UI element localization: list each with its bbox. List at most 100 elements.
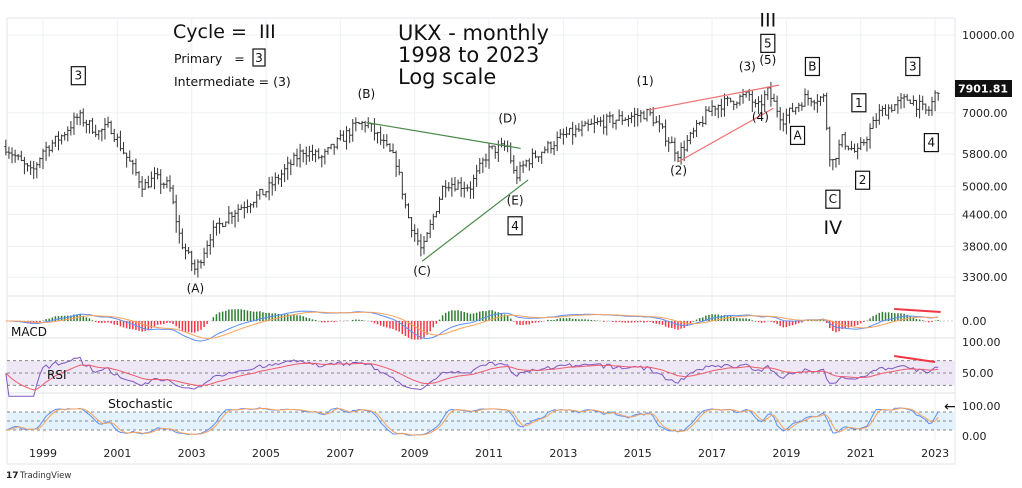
ohlc-bar xyxy=(338,129,342,141)
ohlc-bar xyxy=(441,185,445,200)
ohlc-bar xyxy=(862,139,866,146)
ohlc-bar xyxy=(735,101,739,109)
ohlc-bar xyxy=(890,104,894,113)
stochastic-d-line xyxy=(5,407,939,436)
ohlc-bar xyxy=(348,128,352,144)
ohlc-bar xyxy=(149,171,153,188)
time-axis: 1999 2001 2003 2005 2007 2009 2011 2013 2015 2017… xyxy=(29,447,949,460)
wave-label-box xyxy=(923,132,939,153)
chart-title: UKX - monthly xyxy=(398,21,549,45)
ohlc-bar xyxy=(156,167,160,180)
ohlc-bar xyxy=(921,95,925,111)
wave-label-box xyxy=(507,216,523,236)
ohlc-bar xyxy=(791,102,795,113)
ohlc-bar xyxy=(168,175,172,192)
ohlc-bar xyxy=(242,201,246,219)
wave-label-box xyxy=(789,125,806,146)
primary-box-value: 3 xyxy=(255,51,263,65)
ohlc-bar xyxy=(63,131,67,141)
ohlc-bar xyxy=(252,201,256,208)
ohlc-bar xyxy=(478,158,482,175)
ohlc-bar xyxy=(394,150,398,177)
primary-box xyxy=(252,48,266,67)
ohlc-bar xyxy=(153,167,157,190)
ohlc-bar xyxy=(936,92,940,101)
ohlc-bar xyxy=(534,150,538,159)
last-price-value: 7901.81 xyxy=(958,83,1008,96)
ohlc-bar xyxy=(230,211,234,224)
wave-label: 4 xyxy=(511,219,519,233)
ohlc-bar xyxy=(490,145,494,150)
ohlc-bar xyxy=(115,133,119,148)
ohlc-bar xyxy=(914,100,918,118)
wave-label: C xyxy=(829,192,837,206)
time-tick-label: 2017 xyxy=(698,447,726,460)
ohlc-bar xyxy=(874,113,878,128)
ohlc-bar xyxy=(657,114,661,133)
ohlc-bar xyxy=(738,94,742,106)
ohlc-bar xyxy=(661,123,664,129)
ohlc-bar xyxy=(413,224,417,242)
ohlc-bar xyxy=(162,182,166,189)
chart-subtitle-1: 1998 to 2023 xyxy=(398,43,539,67)
ohlc-bar xyxy=(512,155,516,174)
ohlc-bar xyxy=(475,164,479,187)
ohlc-bar xyxy=(221,222,225,228)
time-tick-label: 2009 xyxy=(401,447,429,460)
ohlc-bar xyxy=(143,178,147,190)
ohlc-bar xyxy=(44,141,48,161)
ohlc-bar xyxy=(636,108,640,127)
ohlc-bar xyxy=(351,119,355,142)
ohlc-bar xyxy=(26,163,30,172)
ohlc-bar xyxy=(468,181,472,199)
ohlc-bar xyxy=(605,113,609,136)
ohlc-bar xyxy=(431,213,435,230)
ohlc-bar xyxy=(670,136,674,144)
ohlc-bar xyxy=(258,188,262,200)
ohlc-bar xyxy=(540,151,544,164)
ohlc-bar xyxy=(345,126,349,150)
rsi-tick-label: 100.00 xyxy=(962,336,1001,349)
price-tick-label: 3300.00 xyxy=(962,271,1008,284)
ohlc-bar xyxy=(292,152,296,166)
ohlc-bar xyxy=(726,96,730,107)
ohlc-bar xyxy=(840,134,844,148)
ohlc-bar xyxy=(537,156,541,163)
ohlc-bar xyxy=(589,118,593,125)
ohlc-bar xyxy=(199,259,203,269)
ohlc-bar xyxy=(376,131,380,144)
ohlc-bar xyxy=(558,128,562,139)
wave-labels: 3 (A) (B) (C) (D) (E) 4 (1) (2) (3) (5) (4) 5 III A B 1 2… xyxy=(70,9,939,295)
ohlc-bar xyxy=(887,104,891,120)
ohlc-bar xyxy=(676,150,680,163)
trendline xyxy=(366,121,521,150)
ohlc-bar xyxy=(379,126,383,145)
time-tick-label: 1999 xyxy=(29,447,57,460)
ohlc-bar xyxy=(713,105,717,117)
cycle-label: Cycle = III xyxy=(173,21,276,43)
ohlc-bar xyxy=(803,88,807,107)
macd-tick-label: 0.00 xyxy=(962,315,987,328)
ohlc-bar xyxy=(304,146,308,165)
ohlc-bar xyxy=(84,119,88,134)
ohlc-bar xyxy=(763,90,767,113)
macd-signal-line xyxy=(5,311,939,339)
ohlc-bar xyxy=(202,247,206,266)
ohlc-bar xyxy=(645,108,649,122)
ohlc-bar xyxy=(772,93,776,102)
time-tick-label: 2021 xyxy=(847,447,875,460)
ohlc-bar xyxy=(859,137,863,150)
ohlc-bar xyxy=(905,93,909,101)
ohlc-bar xyxy=(81,108,85,127)
ohlc-bar xyxy=(171,184,175,205)
wave-label: 5 xyxy=(764,36,772,50)
ohlc-bar xyxy=(530,148,534,169)
ohlc-bar xyxy=(416,228,420,246)
ohlc-bar xyxy=(137,171,141,189)
ohlc-bar xyxy=(800,102,804,111)
ohlc-bar xyxy=(825,92,829,131)
rsi-tick-label: 50.00 xyxy=(962,367,994,380)
macd-divergence-line xyxy=(894,308,941,313)
price-tick-label: 7000.00 xyxy=(962,107,1008,120)
ohlc-bar xyxy=(428,219,432,239)
